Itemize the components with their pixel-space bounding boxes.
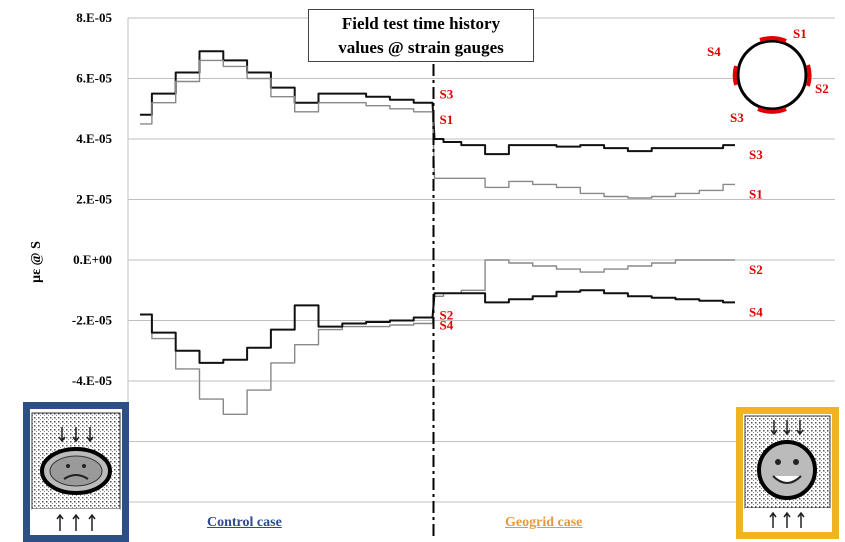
chart-title-line1: Field test time history	[341, 14, 501, 33]
y-tick-label: 2.E-05	[76, 192, 112, 207]
series-label-control-s1: S1	[440, 112, 454, 127]
grid-lines	[128, 17, 835, 503]
legend-gauge-s1: S1	[793, 26, 807, 41]
series-label-geogrid-s3: S3	[749, 147, 763, 162]
happy-pipe-icon	[744, 415, 831, 530]
series-label-geogrid-s4: S4	[749, 304, 763, 319]
chart-title-line2: values @ strain gauges	[338, 38, 504, 57]
control-case-panel	[23, 402, 129, 542]
y-tick-label: -4.E-05	[72, 373, 113, 388]
series-label-control-s2: S2	[440, 308, 454, 323]
series-label-geogrid-s2: S2	[749, 262, 763, 277]
y-tick-label: 4.E-05	[76, 131, 112, 146]
y-tick-label: 0.E+00	[73, 252, 112, 267]
series-line-s1	[140, 59, 735, 199]
legend-gauge-s3: S3	[730, 110, 744, 125]
series-label-control-s4: S4	[440, 317, 454, 332]
y-axis-ticks: 8.E-05 6.E-05 4.E-05 2.E-05 0.E+00 -2.E-05 -4.…	[72, 10, 113, 388]
y-axis-label: με @ S	[29, 241, 44, 283]
series-lines	[140, 50, 735, 415]
series-label-geogrid-s1: S1	[749, 186, 763, 201]
geogrid-case-label: Geogrid case	[505, 515, 583, 530]
y-tick-label: 8.E-05	[76, 10, 112, 25]
chart-title: Field test time history values @ strain …	[308, 9, 534, 62]
series-line-s4	[140, 289, 735, 364]
geogrid-case-panel	[736, 407, 839, 539]
series-label-control-s3: S3	[440, 87, 454, 102]
y-tick-label: -2.E-05	[72, 313, 113, 328]
legend-gauge-s2: S2	[815, 81, 829, 96]
y-tick-label: 6.E-05	[76, 71, 112, 86]
pipe-gauge-diagram-icon: S1 S2 S3 S4	[707, 26, 829, 125]
deformed-pipe-icon	[31, 412, 121, 533]
legend-gauge-s4: S4	[707, 44, 721, 59]
series-line-s2	[140, 259, 735, 415]
control-case-label: Control case	[207, 515, 282, 530]
